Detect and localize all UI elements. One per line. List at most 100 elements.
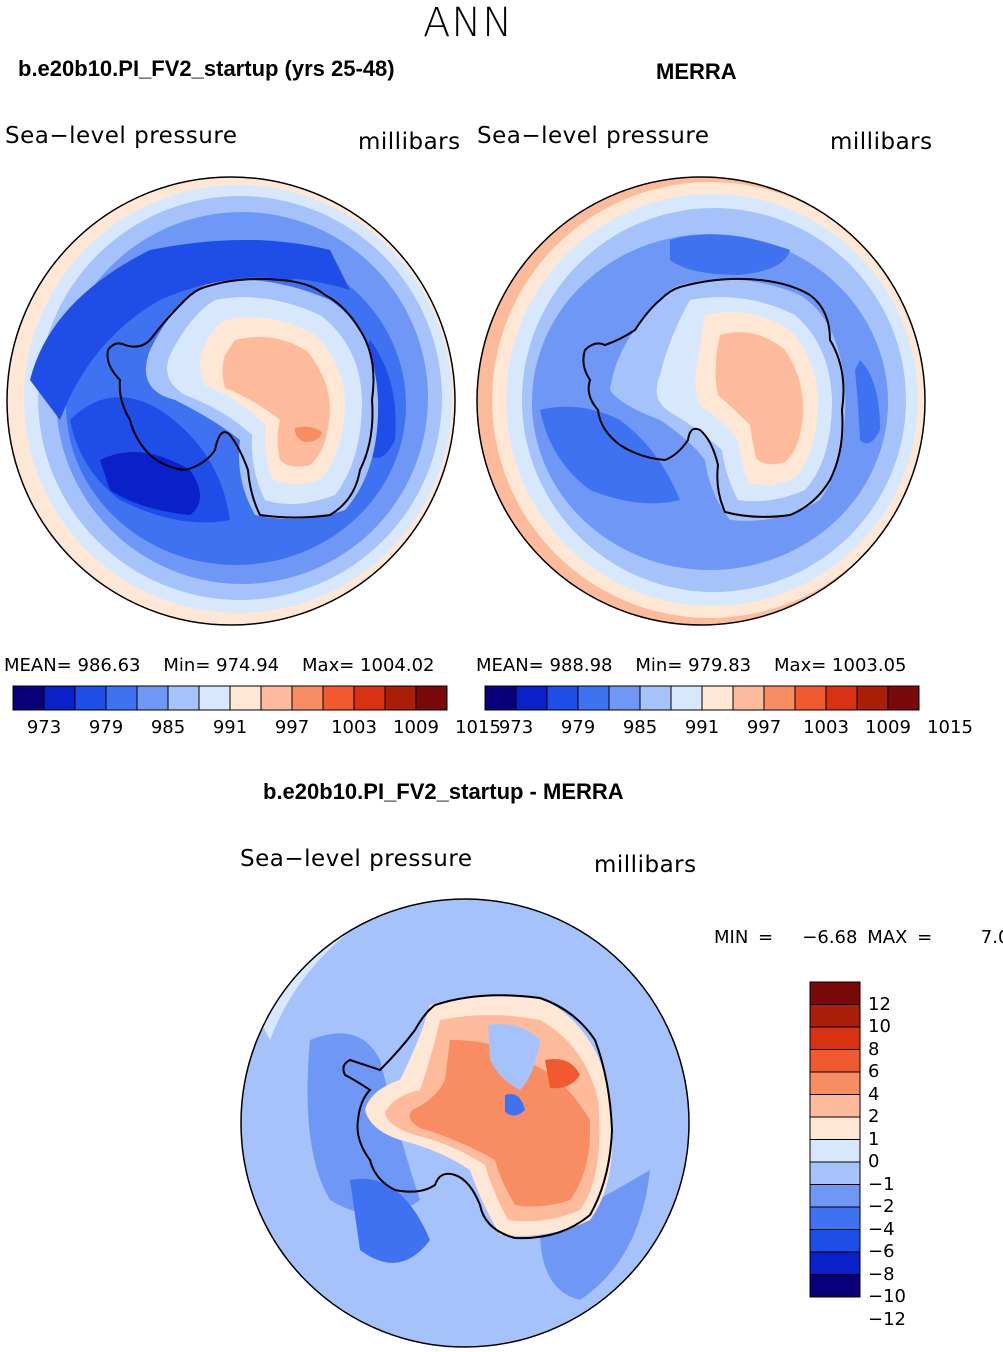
panel3-min-value: −6.68: [802, 927, 858, 948]
panel3-min-label: MIN =: [714, 927, 774, 948]
panel2-coastline: [582, 277, 845, 518]
colorbar-tick-label: 1009: [393, 717, 439, 738]
colorbar-swatch: [809, 1229, 861, 1253]
colorbar-tick-label: 997: [274, 717, 310, 738]
colorbar-swatch: [887, 685, 920, 711]
colorbar-swatch: [809, 1049, 861, 1073]
panel1-low-top: [190, 240, 322, 280]
colorbar-swatch: [809, 1026, 861, 1050]
colorbar-tick-label: 0: [868, 1151, 880, 1172]
colorbar-tick-label: 1: [868, 1128, 880, 1150]
colorbar-swatch: [136, 685, 169, 711]
panel3-map-boundary: [240, 898, 690, 1348]
panel2-units-label: millibars: [830, 129, 933, 155]
colorbar-swatch: [260, 685, 293, 711]
panel3-near-zero-west: [250, 910, 380, 1040]
colorbar-tick-label: −1: [868, 1173, 895, 1195]
colorbar-swatch: [809, 1206, 861, 1230]
panel1-mean-label: MEAN=: [4, 655, 72, 676]
colorbar-swatch: [809, 1184, 861, 1208]
panel3-colorbar: [809, 981, 861, 1298]
panel2-mean-value: 988.98: [549, 655, 613, 676]
panel2-mean-label: MEAN=: [476, 655, 544, 676]
panel1-continent-max: [294, 426, 322, 442]
panel2-max-label: Max=: [774, 655, 827, 676]
panel3-units-label: millibars: [594, 852, 697, 878]
colorbar-swatch: [484, 685, 517, 711]
panel3-continent-pos2: [409, 1040, 591, 1207]
panel2-title: MERRA: [656, 59, 737, 84]
panel2-max-value: 1003.05: [832, 655, 907, 676]
panel1-variable-label: Sea−level pressure: [5, 123, 238, 149]
colorbar-tick-label: 8: [868, 1038, 880, 1060]
colorbar-tick-label: 1015: [927, 717, 973, 738]
panel3-neg-west: [307, 1033, 420, 1215]
colorbar-tick-label: −2: [868, 1196, 895, 1217]
colorbar-swatch: [74, 685, 107, 711]
panel3-continent-negpocket: [488, 1024, 540, 1090]
panel2-continent-high: [715, 332, 804, 465]
colorbar-tick-label: 1015: [455, 717, 501, 738]
colorbar-tick-label: 1009: [865, 717, 911, 738]
panel2-colorbar: [484, 685, 920, 711]
colorbar-swatch: [763, 685, 796, 711]
panel1-stats: MEAN= 986.63 Min= 974.94 Max= 1004.02: [4, 655, 434, 676]
panel2-min-label: Min=: [635, 655, 683, 676]
colorbar-tick-label: −6: [868, 1241, 895, 1262]
colorbar-swatch: [809, 1161, 861, 1185]
colorbar-swatch: [825, 685, 858, 711]
colorbar-swatch: [291, 685, 324, 711]
panel3-continent-negcore: [505, 1094, 525, 1116]
colorbar-tick-label: 979: [560, 717, 596, 738]
panel2-map-boundary: [476, 176, 926, 626]
colorbar-swatch: [809, 1094, 861, 1118]
colorbar-swatch: [415, 685, 448, 711]
panel2-variable-label: Sea−level pressure: [477, 123, 710, 149]
panel1-units-label: millibars: [358, 129, 461, 155]
colorbar-swatch: [809, 1274, 861, 1298]
colorbar-swatch: [43, 685, 76, 711]
colorbar-tick-label: −12: [868, 1308, 906, 1330]
panel3-max-value: 7.06: [980, 927, 1003, 948]
panel2-stats: MEAN= 988.98 Min= 979.83 Max= 1003.05: [476, 655, 906, 676]
panel3-max-label: MAX =: [867, 927, 933, 948]
panel1-min-value: 974.94: [216, 655, 280, 676]
colorbar-tick-label: −4: [868, 1218, 895, 1240]
colorbar-tick-label: −8: [868, 1263, 895, 1285]
colorbar-tick-label: −10: [868, 1286, 906, 1307]
colorbar-swatch: [322, 685, 355, 711]
colorbar-swatch: [809, 1116, 861, 1140]
panel3-continent-pos3: [545, 1059, 580, 1089]
panel3-neg-deep: [350, 1178, 430, 1263]
colorbar-tick-label: 985: [150, 717, 186, 738]
panel3-neg-south: [540, 1170, 650, 1300]
colorbar-tick-label: 6: [868, 1061, 880, 1082]
panel1-title: b.e20b10.PI_FV2_startup (yrs 25-48): [18, 56, 395, 81]
colorbar-tick-label: 4: [868, 1083, 880, 1105]
colorbar-swatch: [384, 685, 417, 711]
colorbar-tick-label: 10: [868, 1016, 891, 1037]
panel1-map-boundary: [6, 176, 456, 626]
colorbar-swatch: [198, 685, 231, 711]
panel3-stats: MIN = −6.68 MAX = 7.06: [714, 927, 1003, 948]
panel1-max-value: 1004.02: [360, 655, 435, 676]
colorbar-tick-label: 1003: [331, 717, 377, 738]
colorbar-swatch: [809, 1071, 861, 1095]
colorbar-tick-label: 1003: [803, 717, 849, 738]
panel1-min-label: Min=: [163, 655, 211, 676]
colorbar-tick-label: 985: [622, 717, 658, 738]
colorbar-swatch: [546, 685, 579, 711]
colorbar-swatch: [229, 685, 262, 711]
colorbar-swatch: [809, 1251, 861, 1275]
panel1-coastline: [106, 277, 375, 519]
colorbar-tick-label: 979: [88, 717, 124, 738]
colorbar-tick-label: 991: [684, 717, 720, 738]
colorbar-tick-label: 973: [498, 717, 534, 738]
colorbar-swatch: [809, 1004, 861, 1028]
colorbar-swatch: [105, 685, 138, 711]
colorbar-tick-label: 12: [868, 993, 891, 1015]
colorbar-tick-label: 973: [26, 717, 62, 738]
